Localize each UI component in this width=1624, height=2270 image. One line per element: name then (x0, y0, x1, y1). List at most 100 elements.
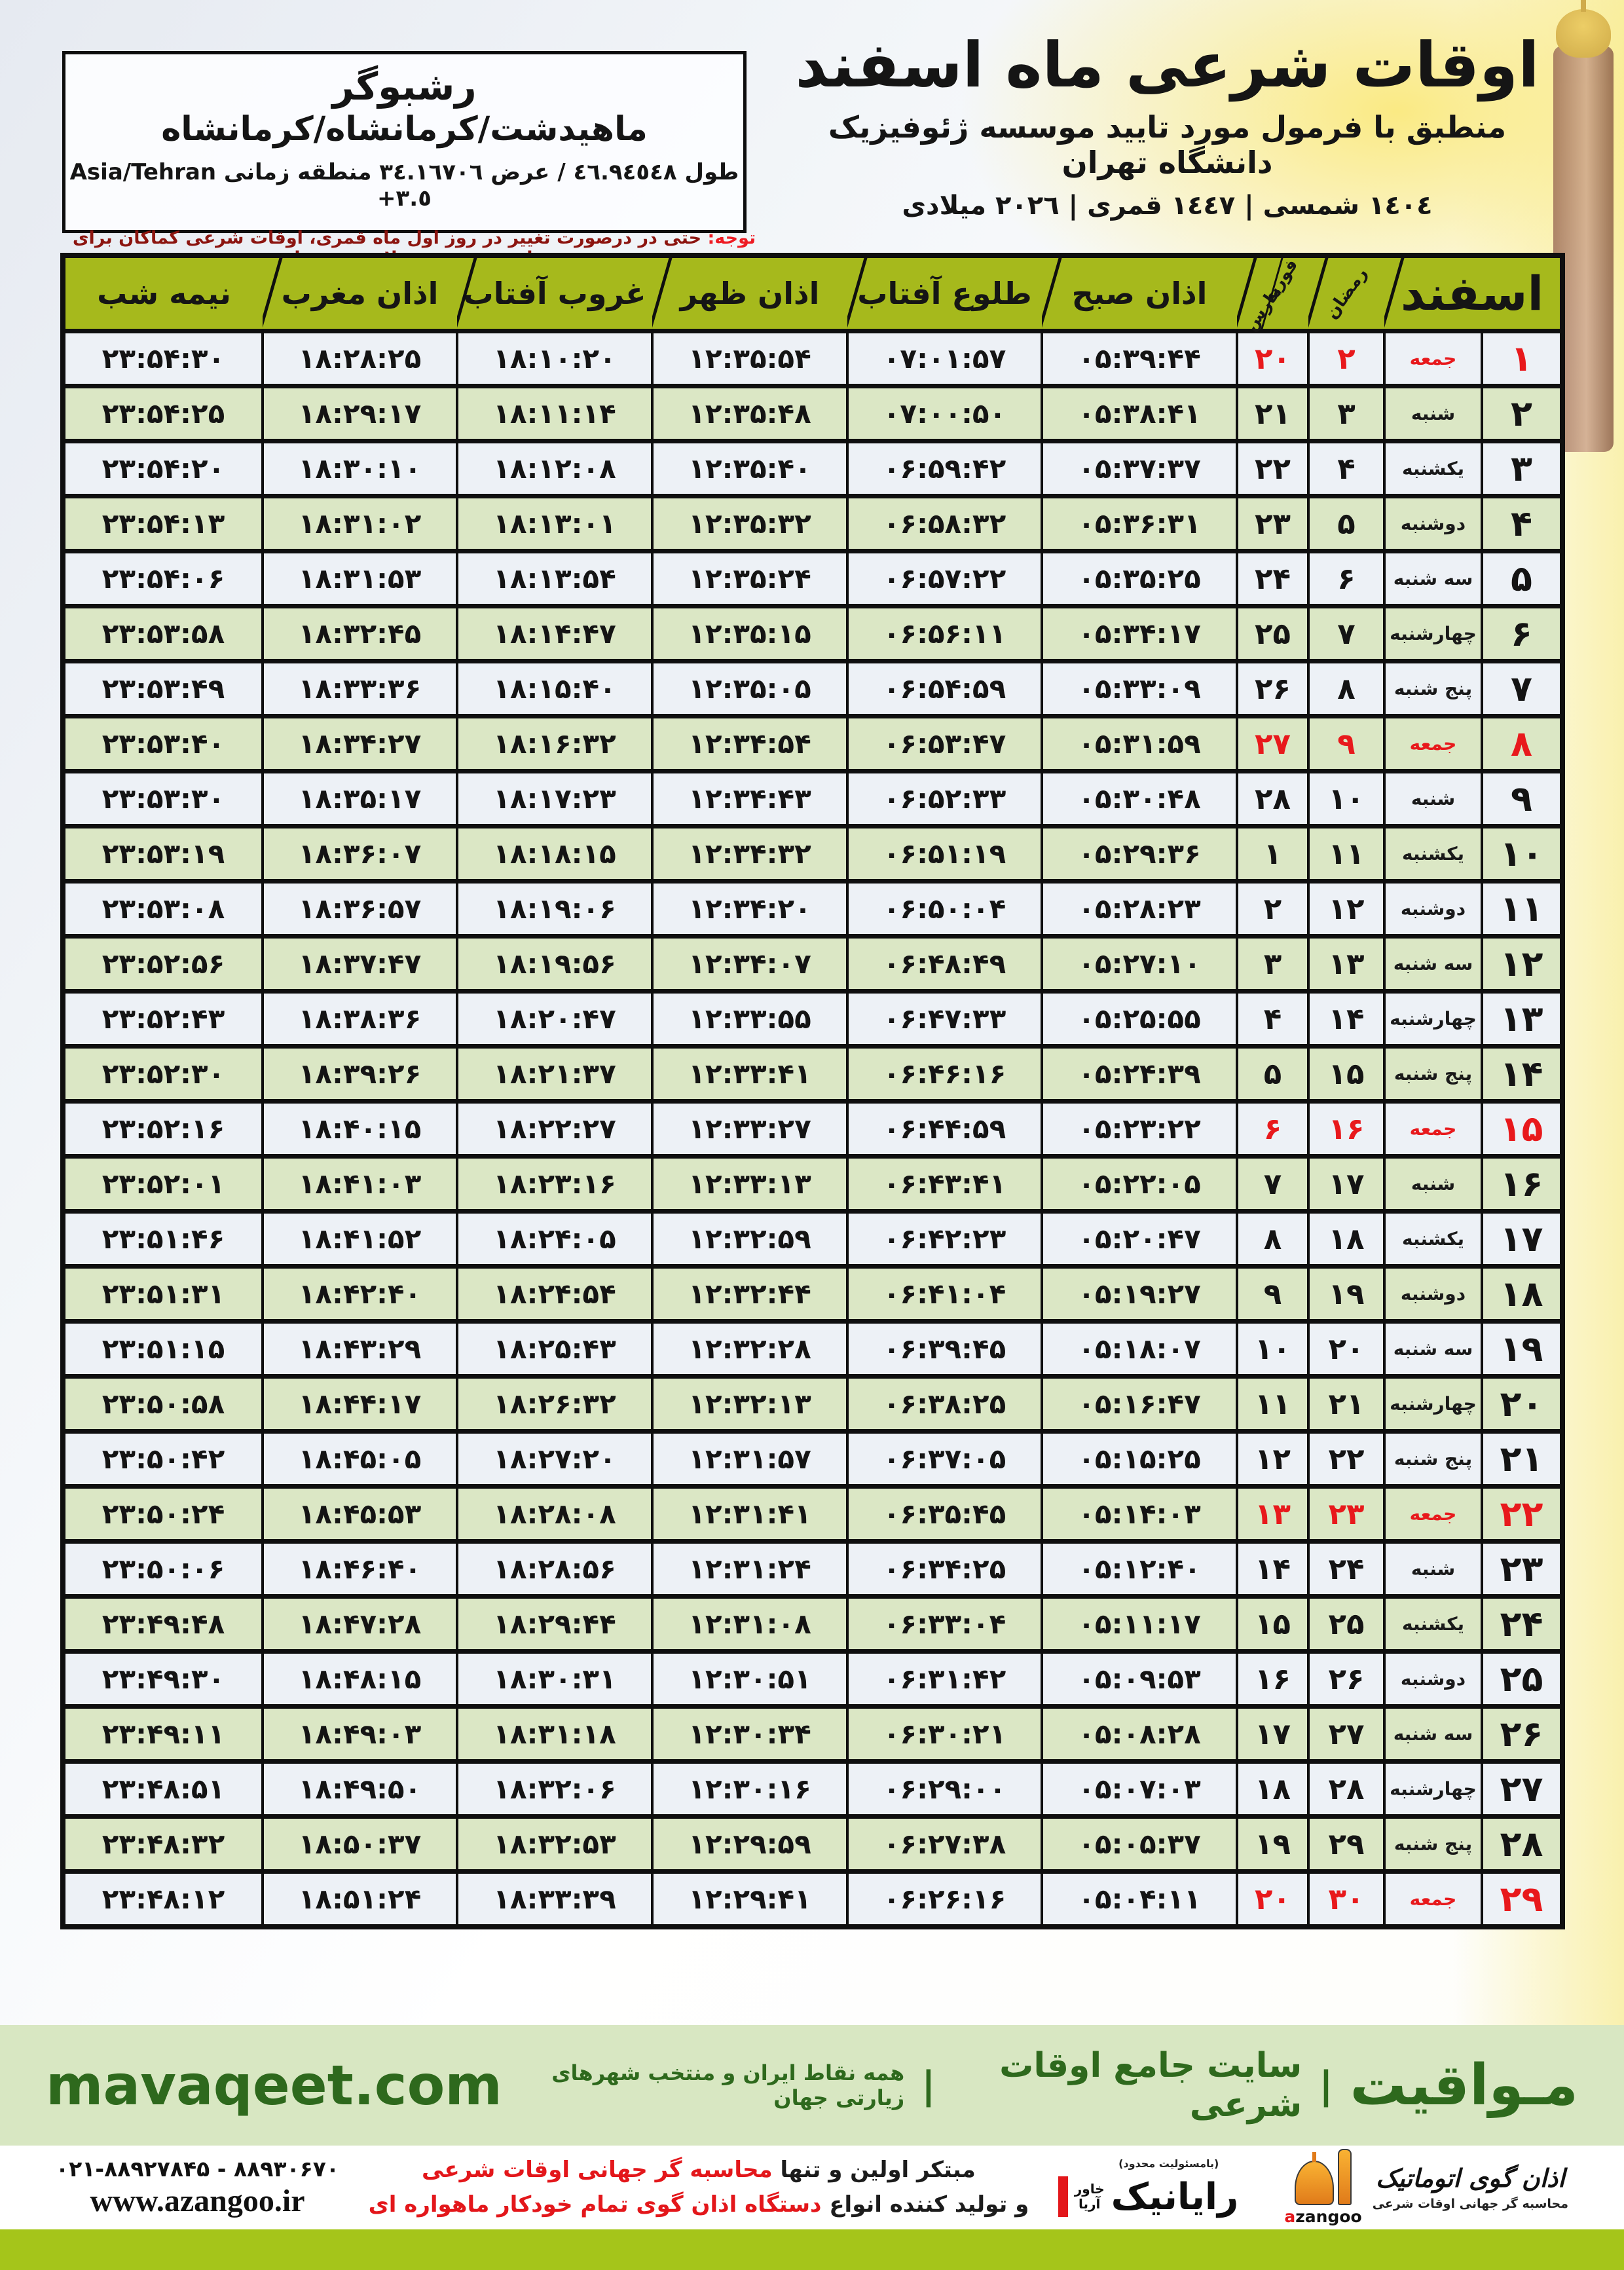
table-row: ۱۸ دوشنبه ۱۹ ۹ ۰۵:۱۹:۲۷ ۰۶:۴۱:۰۴ ۱۲:۳۲:۴… (62, 1264, 1564, 1324)
azan-zohr-cell: ۱۲:۳۵:۵۴ (651, 329, 849, 388)
ramadan-cell: ۱۷ (1307, 1154, 1386, 1214)
midnight-cell: ۲۳:۴۹:۳۰ (62, 1649, 264, 1709)
sunset-cell: ۱۸:۲۷:۲۰ (456, 1429, 654, 1489)
azan-sobh-cell: ۰۵:۲۸:۲۳ (1041, 879, 1238, 939)
ramadan-cell: ۲۱ (1307, 1374, 1386, 1434)
feb-mar-cell: ۲۰ (1236, 329, 1310, 388)
sunrise-cell: ۰۶:۴۲:۲۳ (846, 1209, 1043, 1269)
feb-mar-cell: ۸ (1236, 1209, 1310, 1269)
ramadan-cell: ۹ (1307, 714, 1386, 773)
midnight-cell: ۲۳:۵۱:۳۱ (62, 1264, 264, 1324)
midnight-cell: ۲۳:۵۲:۳۰ (62, 1044, 264, 1104)
weekday-cell: جمعه (1382, 1869, 1484, 1929)
azan-sobh-cell: ۰۵:۱۸:۰۷ (1041, 1319, 1238, 1379)
feb-mar-cell: ۱۵ (1236, 1594, 1310, 1654)
weekday-cell: دوشنبه (1382, 1649, 1484, 1709)
azan-maghreb-cell: ۱۸:۳۱:۰۲ (261, 494, 458, 553)
weekday-cell: پنج شنبه (1382, 1429, 1484, 1489)
azan-sobh-cell: ۰۵:۲۵:۵۵ (1041, 989, 1238, 1049)
header-sunset: غروب آفتاب (457, 255, 652, 333)
day-number-cell: ۱۱ (1481, 879, 1564, 939)
midnight-cell: ۲۳:۵۴:۰۶ (62, 549, 264, 608)
azan-sobh-cell: ۰۵:۱۱:۱۷ (1041, 1594, 1238, 1654)
azan-zohr-cell: ۱۲:۳۱:۰۸ (651, 1594, 849, 1654)
sunset-cell: ۱۸:۱۳:۰۱ (456, 494, 654, 553)
table-row: ۲۹ جمعه ۳۰ ۲۰ ۰۵:۰۴:۱۱ ۰۶:۲۶:۱۶ ۱۲:۲۹:۴۱… (62, 1869, 1564, 1929)
midnight-cell: ۲۳:۵۴:۱۳ (62, 494, 264, 553)
sunset-cell: ۱۸:۱۸:۱۵ (456, 824, 654, 884)
midnight-cell: ۲۳:۵۲:۰۱ (62, 1154, 264, 1214)
sunrise-cell: ۰۶:۳۵:۴۵ (846, 1484, 1043, 1544)
sunrise-cell: ۰۶:۲۹:۰۰ (846, 1759, 1043, 1819)
azan-sobh-cell: ۰۵:۱۵:۲۵ (1041, 1429, 1238, 1489)
ramadan-cell: ۸ (1307, 659, 1386, 718)
midnight-cell: ۲۳:۵۲:۴۳ (62, 989, 264, 1049)
ramadan-cell: ۲۹ (1307, 1814, 1386, 1874)
azan-zohr-cell: ۱۲:۲۹:۵۹ (651, 1814, 849, 1874)
table-header-row: اسفند رمضان فوریه مارس اذان صبح طلوع آفت… (63, 255, 1563, 335)
day-number-cell: ۶ (1481, 604, 1564, 663)
coverage-text: همه نقاط ایران و منتخب شهرهای زیارتی جها… (551, 2060, 905, 2110)
feb-mar-cell: ۳ (1236, 934, 1310, 994)
sunrise-cell: ۰۶:۵۳:۴۷ (846, 714, 1043, 773)
feb-mar-cell: ۶ (1236, 1099, 1310, 1159)
day-number-cell: ۳ (1481, 439, 1564, 498)
azan-zohr-cell: ۱۲:۳۴:۵۴ (651, 714, 849, 773)
midnight-cell: ۲۳:۴۹:۴۸ (62, 1594, 264, 1654)
weekday-cell: یکشنبه (1382, 1594, 1484, 1654)
day-number-cell: ۲۳ (1481, 1539, 1564, 1599)
azan-sobh-cell: ۰۵:۰۷:۰۳ (1041, 1759, 1238, 1819)
azan-zohr-cell: ۱۲:۳۴:۳۲ (651, 824, 849, 884)
feb-mar-cell: ۴ (1236, 989, 1310, 1049)
rayanik-note: (بامسئولیت محدود) (1118, 2157, 1219, 2170)
azan-maghreb-cell: ۱۸:۳۱:۵۳ (261, 549, 458, 608)
azan-zohr-cell: ۱۲:۳۵:۴۸ (651, 384, 849, 443)
sunset-cell: ۱۸:۲۸:۵۶ (456, 1539, 654, 1599)
sunset-cell: ۱۸:۱۱:۱۴ (456, 384, 654, 443)
location-name: رشبوگر (332, 64, 477, 109)
azan-maghreb-cell: ۱۸:۵۱:۲۴ (261, 1869, 458, 1929)
table-row: ۶ چهارشنبه ۷ ۲۵ ۰۵:۳۴:۱۷ ۰۶:۵۶:۱۱ ۱۲:۳۵:… (62, 604, 1564, 663)
feb-mar-cell: ۱۷ (1236, 1704, 1310, 1764)
midnight-cell: ۲۳:۵۲:۵۶ (62, 934, 264, 994)
mavaqeet-brand: مـواقیت (1350, 2053, 1579, 2118)
weekday-cell: یکشنبه (1382, 439, 1484, 498)
sunrise-cell: ۰۶:۴۸:۴۹ (846, 934, 1043, 994)
header-azan-sobh: اذان صبح (1042, 255, 1237, 333)
azan-zohr-cell: ۱۲:۳۱:۴۱ (651, 1484, 849, 1544)
sunrise-cell: ۰۶:۲۶:۱۶ (846, 1869, 1043, 1929)
sunset-cell: ۱۸:۱۲:۰۸ (456, 439, 654, 498)
table-row: ۱۴ پنج شنبه ۱۵ ۵ ۰۵:۲۴:۳۹ ۰۶:۴۶:۱۶ ۱۲:۳۳… (62, 1044, 1564, 1104)
feb-mar-cell: ۷ (1236, 1154, 1310, 1214)
feb-mar-cell: ۲ (1236, 879, 1310, 939)
day-number-cell: ۱۵ (1481, 1099, 1564, 1159)
ramadan-cell: ۱۰ (1307, 769, 1386, 828)
azan-sobh-cell: ۰۵:۰۸:۲۸ (1041, 1704, 1238, 1764)
azan-sobh-cell: ۰۵:۲۷:۱۰ (1041, 934, 1238, 994)
sunrise-cell: ۰۶:۴۶:۱۶ (846, 1044, 1043, 1104)
day-number-cell: ۱ (1481, 329, 1564, 388)
separator: | (1319, 2063, 1333, 2108)
azan-zohr-cell: ۱۲:۳۱:۵۷ (651, 1429, 849, 1489)
table-row: ۱۹ سه شنبه ۲۰ ۱۰ ۰۵:۱۸:۰۷ ۰۶:۳۹:۴۵ ۱۲:۳۲… (62, 1319, 1564, 1379)
azan-maghreb-cell: ۱۸:۳۶:۵۷ (261, 879, 458, 939)
ramadan-cell: ۳۰ (1307, 1869, 1386, 1929)
sunset-cell: ۱۸:۱۰:۲۰ (456, 329, 654, 388)
day-number-cell: ۲ (1481, 384, 1564, 443)
weekday-cell: شنبه (1382, 1154, 1484, 1214)
azan-zohr-cell: ۱۲:۳۱:۲۴ (651, 1539, 849, 1599)
table-row: ۱۳ چهارشنبه ۱۴ ۴ ۰۵:۲۵:۵۵ ۰۶:۴۷:۳۳ ۱۲:۳۳… (62, 989, 1564, 1049)
day-number-cell: ۱۶ (1481, 1154, 1564, 1214)
azan-zohr-cell: ۱۲:۳۵:۲۴ (651, 549, 849, 608)
feb-mar-cell: ۱۳ (1236, 1484, 1310, 1544)
title-block: اوقات شرعی ماه اسفند منطبق با فرمول مورد… (773, 31, 1562, 221)
azangoo-text-block: اذان گوی اتوماتیک محاسبه گر جهانی اوقات … (1373, 2164, 1568, 2211)
azan-maghreb-cell: ۱۸:۳۰:۱۰ (261, 439, 458, 498)
midnight-cell: ۲۳:۵۳:۳۰ (62, 769, 264, 828)
sunset-cell: ۱۸:۲۱:۳۷ (456, 1044, 654, 1104)
sunset-cell: ۱۸:۲۳:۱۶ (456, 1154, 654, 1214)
day-number-cell: ۷ (1481, 659, 1564, 718)
ramadan-cell: ۱۸ (1307, 1209, 1386, 1269)
timezone-text: Asia/Tehran +٣.٥ (69, 159, 432, 212)
